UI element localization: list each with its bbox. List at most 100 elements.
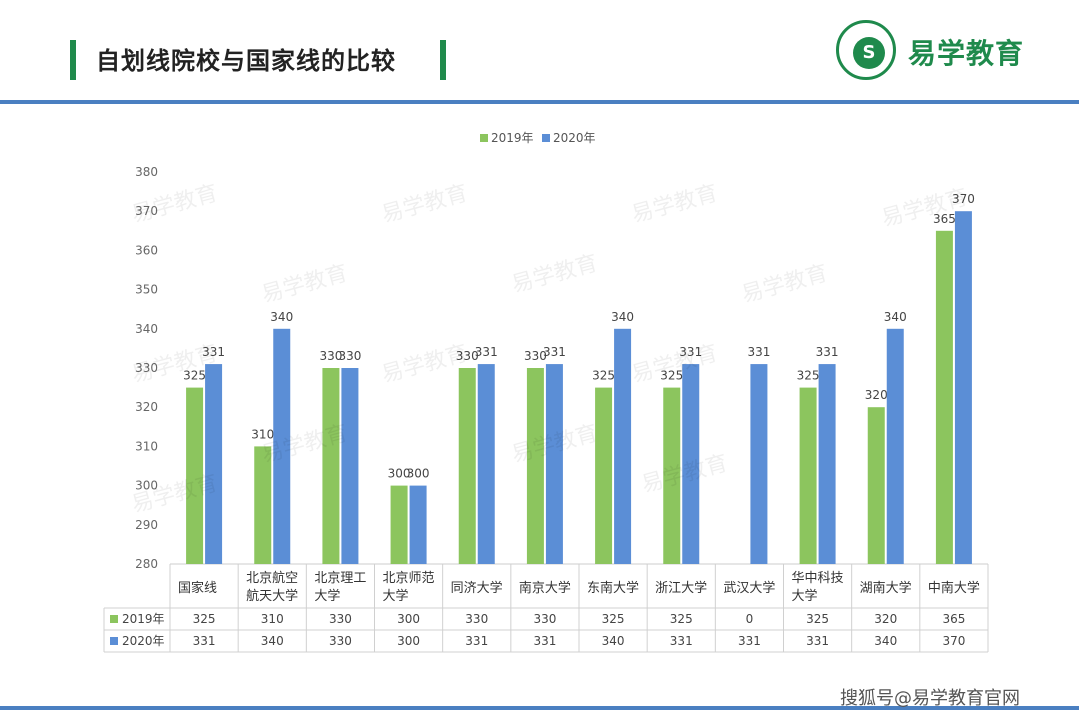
- logo-seal-icon: S: [836, 20, 896, 80]
- bar-chart: 2019年 2020年 280 290 300 310 320 330 340 350 360 370…: [100, 126, 1000, 656]
- bar: [867, 407, 885, 564]
- source-watermark: 搜狐号@易学教育官网: [840, 688, 1020, 709]
- table-legend-swatch: [110, 615, 118, 623]
- y-tick-label: 380: [135, 165, 158, 179]
- x-category-label: 南京大学: [519, 580, 571, 596]
- table-cell-value: 365: [942, 612, 965, 626]
- bar: [205, 364, 223, 564]
- logo-text: 易学教育: [908, 37, 1025, 70]
- x-category-label: 华中科技: [792, 571, 844, 586]
- bar: [663, 387, 681, 564]
- bar: [273, 328, 291, 564]
- bar-value-label: 320: [865, 388, 888, 402]
- y-tick-label: 280: [135, 557, 158, 571]
- bar-value-label: 340: [270, 310, 293, 324]
- x-category-label: 浙江大学: [655, 580, 707, 596]
- x-category-label: 中南大学: [928, 580, 980, 596]
- table-cell-value: 331: [738, 634, 761, 648]
- title-accent-bar-left: [70, 40, 76, 80]
- title-accent-bar-right: [440, 40, 446, 80]
- bar: [750, 364, 768, 564]
- bar: [458, 368, 476, 564]
- x-category-label: 东南大学: [587, 580, 639, 596]
- x-category-label: 国家线: [178, 580, 217, 596]
- y-tick-label: 300: [135, 479, 158, 493]
- x-category-label: 同济大学: [451, 580, 503, 596]
- y-tick-label: 370: [135, 204, 158, 218]
- legend-label: 2020年: [553, 131, 596, 145]
- bar: [954, 211, 972, 564]
- x-category-label: 大学: [792, 588, 818, 604]
- logo-glyph-icon: S: [853, 37, 885, 69]
- table-cell-value: 331: [465, 634, 488, 648]
- x-category-label: 北京师范: [383, 571, 435, 586]
- y-tick-label: 350: [135, 283, 158, 297]
- table-cell-value: 0: [746, 612, 754, 626]
- table-cell-value: 340: [261, 634, 284, 648]
- bar-value-label: 300: [388, 467, 411, 481]
- bar-value-label: 365: [933, 212, 956, 226]
- x-category-label: 北京理工: [314, 571, 366, 586]
- header: 自划线院校与国家线的比较 S 易学教育: [0, 0, 1079, 104]
- bar-value-label: 370: [952, 192, 975, 206]
- bar-value-label: 331: [816, 345, 839, 359]
- table-cell-value: 331: [193, 634, 216, 648]
- x-category-label: 武汉大学: [723, 580, 775, 596]
- bar: [526, 368, 544, 564]
- chart-canvas: 2019年 2020年 280 290 300 310 320 330 340 350 360 370…: [103, 131, 989, 653]
- page-title: 自划线院校与国家线的比较: [96, 47, 396, 75]
- bar-value-label: 340: [884, 310, 907, 324]
- legend-label: 2019年: [491, 131, 534, 145]
- bar: [254, 446, 272, 564]
- bar-value-label: 330: [524, 349, 547, 363]
- footer-divider: [0, 706, 1079, 710]
- bar-value-label: 331: [747, 345, 770, 359]
- header-divider: [0, 100, 1079, 104]
- y-tick-label: 340: [135, 322, 158, 336]
- table-cell-value: 300: [397, 612, 420, 626]
- bar-value-label: 325: [592, 369, 615, 383]
- y-tick-label: 290: [135, 518, 158, 532]
- y-tick-label: 310: [135, 439, 158, 453]
- x-category-label: 湖南大学: [860, 580, 912, 596]
- table-cell-value: 325: [670, 612, 693, 626]
- bar-value-label: 331: [679, 345, 702, 359]
- bar-value-label: 340: [611, 310, 634, 324]
- legend-swatch: [542, 134, 550, 142]
- bar: [322, 368, 340, 564]
- table-cell-value: 370: [942, 634, 965, 648]
- table-cell-value: 340: [602, 634, 625, 648]
- bar: [935, 230, 953, 565]
- brand-logo: S 易学教育: [836, 20, 1026, 86]
- table-cell-value: 340: [874, 634, 897, 648]
- bar-value-label: 331: [475, 345, 498, 359]
- table-legend-swatch: [110, 637, 118, 645]
- table-row-header: 2019年: [122, 612, 165, 626]
- bar: [545, 364, 563, 564]
- bar-value-label: 325: [797, 369, 820, 383]
- bar-value-label: 330: [319, 349, 342, 363]
- bar-value-label: 325: [660, 369, 683, 383]
- bar: [390, 485, 408, 564]
- table-cell-value: 330: [533, 612, 556, 626]
- bar: [818, 364, 836, 564]
- table-cell-value: 310: [261, 612, 284, 626]
- table-cell-value: 325: [806, 612, 829, 626]
- x-category-label: 航天大学: [246, 588, 298, 604]
- bar: [886, 328, 904, 564]
- bar: [682, 364, 700, 564]
- y-tick-label: 360: [135, 243, 158, 257]
- bar: [409, 485, 427, 564]
- table-row-header: 2020年: [122, 634, 165, 648]
- bar-value-label: 330: [338, 349, 361, 363]
- x-category-label: 北京航空: [246, 570, 298, 586]
- x-category-label: 大学: [314, 588, 340, 604]
- table-cell-value: 330: [329, 612, 352, 626]
- table-cell-value: 330: [329, 634, 352, 648]
- bar: [595, 387, 613, 564]
- bar: [341, 368, 359, 564]
- table-cell-value: 320: [874, 612, 897, 626]
- x-category-label: 大学: [383, 588, 409, 604]
- table-cell-value: 300: [397, 634, 420, 648]
- bar-value-label: 331: [202, 345, 225, 359]
